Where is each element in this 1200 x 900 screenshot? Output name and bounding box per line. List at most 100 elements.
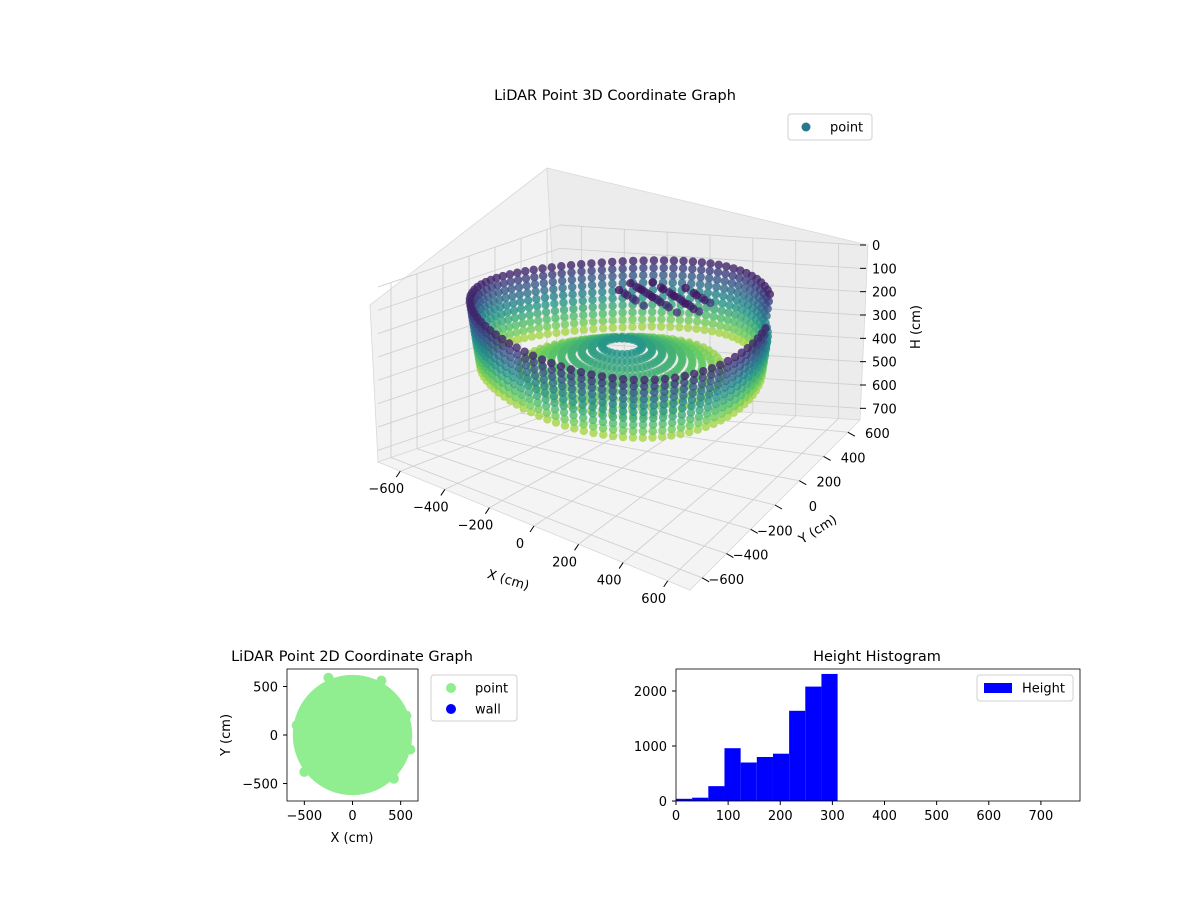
point-3d [713, 268, 723, 277]
x-tick-label-histogram: 300 [820, 809, 845, 824]
point-3d [648, 426, 657, 436]
point-3d [532, 385, 541, 394]
legend-histogram-label: Height [1022, 682, 1065, 697]
point-3d [533, 309, 542, 318]
plot-frame-histogram [675, 668, 1081, 802]
point-3d [598, 309, 607, 318]
point-3d [703, 409, 712, 419]
point-3d [659, 400, 668, 409]
point-3d [550, 306, 560, 316]
point-3d [639, 271, 648, 280]
point-3d [559, 395, 568, 404]
y-tick-label-3d: −400 [733, 549, 769, 564]
point-3d [540, 293, 550, 302]
point-3d [588, 310, 598, 319]
point-3d [577, 374, 586, 383]
point-3d [567, 275, 577, 284]
y-tick-label-2d: 500 [253, 680, 278, 695]
point-3d [534, 323, 544, 333]
left-grid-line [377, 224, 561, 288]
z-axis-label-3d: H (cm) [909, 305, 924, 349]
point-3d [618, 426, 628, 435]
point-3d [568, 290, 577, 299]
point-3d [587, 259, 596, 268]
point-3d [569, 411, 578, 420]
point-3d [614, 285, 624, 295]
x-tick-label-3d: 0 [516, 537, 524, 552]
point-3d [525, 310, 534, 319]
point-3d [534, 411, 544, 421]
point-3d [718, 403, 727, 412]
point-3d [639, 407, 648, 417]
point-3d [687, 402, 696, 411]
point-3d [587, 370, 596, 379]
point-3d [717, 409, 726, 418]
point-3d [568, 282, 577, 292]
x-tick-label-3d: −600 [368, 482, 404, 497]
point-3d [579, 311, 588, 320]
point-3d [567, 268, 576, 277]
point-3d [699, 367, 708, 376]
point-3d [570, 424, 579, 433]
x-tick-label-histogram: 200 [768, 809, 793, 824]
point-3d [737, 348, 746, 357]
histogram-bar [676, 798, 693, 801]
point-3d [698, 373, 707, 382]
point-3d [541, 395, 550, 404]
point-3d [598, 287, 607, 296]
point-3d [568, 398, 577, 407]
point-3d [695, 406, 704, 415]
point-3d [530, 364, 539, 374]
point-3d [720, 277, 729, 286]
point-3d [726, 286, 736, 295]
point-3d [525, 394, 534, 403]
point-3d [567, 378, 576, 387]
point-3d [534, 316, 543, 325]
point-3d [730, 359, 739, 368]
point-3d [638, 433, 647, 442]
point-3d [588, 409, 597, 418]
point-3d [675, 323, 684, 332]
point-3d [587, 383, 597, 392]
point-3d [589, 422, 598, 431]
ticks-histogram: 0 100 200 300 400 500 600 700 0 1000 2000 [634, 685, 1053, 824]
point-3d [677, 410, 687, 419]
point-3d [714, 260, 723, 269]
point-3d [649, 401, 658, 410]
point-3d [524, 381, 533, 390]
point-3d [701, 318, 710, 327]
point-3d [608, 393, 617, 402]
point-3d [588, 396, 597, 405]
point-3d [689, 376, 698, 385]
point-3d [666, 322, 675, 331]
point-3d [697, 265, 706, 274]
point-3d [513, 335, 522, 344]
y-tick-label-histogram: 0 [659, 795, 667, 810]
point-3d [668, 412, 677, 421]
point-3d [669, 256, 679, 265]
point-3d [557, 262, 566, 271]
point-3d [679, 384, 689, 394]
ticks-3d: −600−400−2000200400600−600−400−200020040… [368, 239, 896, 607]
point-3d [628, 271, 638, 280]
point-3d [558, 291, 568, 300]
point-3d [725, 301, 734, 310]
point-3d [639, 414, 648, 423]
point-3d [505, 345, 515, 355]
point-3d [548, 372, 557, 381]
point-3d [559, 298, 568, 307]
point-3d [558, 283, 567, 293]
point-3d [608, 431, 618, 441]
point-3d [727, 278, 737, 288]
legend-histogram-swatch [984, 683, 1012, 693]
point-3d [683, 323, 693, 333]
ticks-2d: −500 0 500 500 0 −500 [242, 680, 413, 824]
point-3d [704, 281, 713, 290]
point-3d [618, 315, 627, 325]
point-2d [405, 744, 416, 755]
point-3d [577, 381, 586, 390]
point-3d [506, 352, 515, 362]
point-3d [628, 322, 637, 331]
point-3d [588, 402, 597, 412]
point-3d [577, 387, 587, 396]
